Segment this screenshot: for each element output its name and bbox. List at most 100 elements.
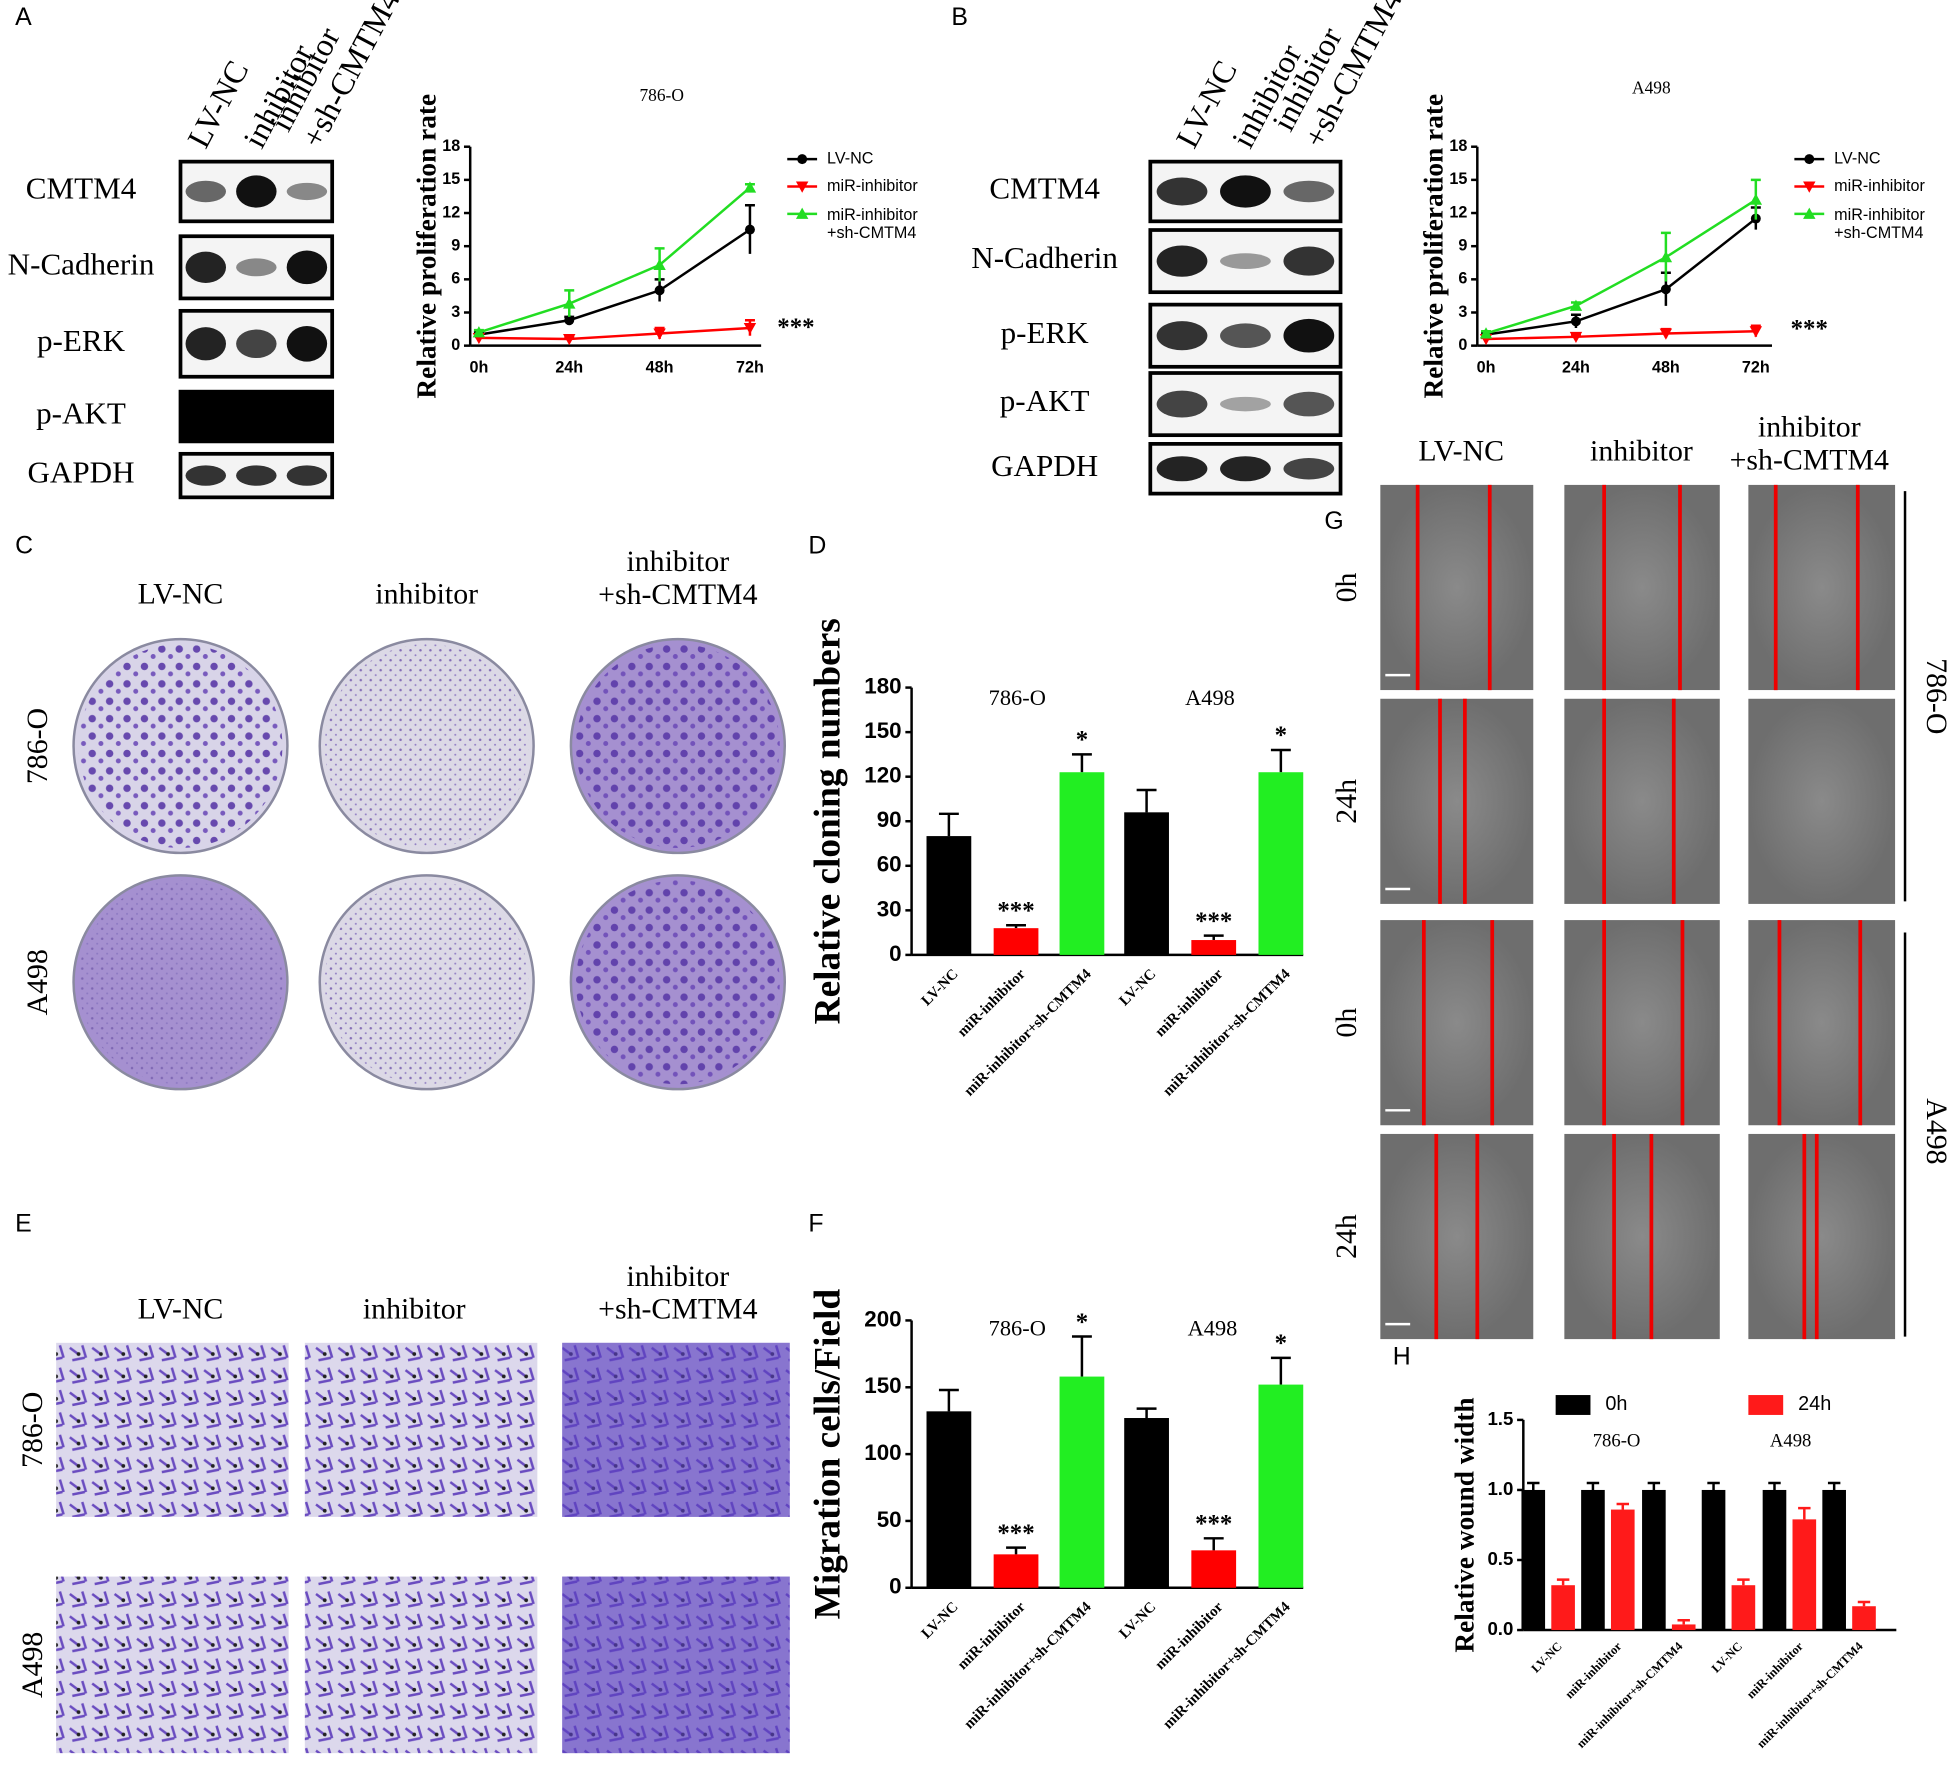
error-bar (1136, 1407, 1157, 1419)
blot-band (1156, 177, 1208, 206)
colonies (78, 644, 283, 848)
legend-label: miR-inhibitor +sh-CMTM4 (1834, 206, 1925, 242)
y-tick-label: 3 (451, 303, 460, 321)
panel-label: G (1324, 507, 1343, 535)
column-label: LV-NC (138, 1293, 224, 1326)
y-axis-label: Relative wound width (1450, 1397, 1480, 1652)
panel-label: B (951, 3, 968, 31)
x-tick-label: miR-inhibitor+sh-CMTM4 (1574, 1639, 1686, 1751)
bar (1852, 1606, 1876, 1631)
error-bar (1527, 1481, 1540, 1490)
point (1479, 327, 1493, 339)
bar (1762, 1489, 1787, 1631)
error-bar (1798, 1506, 1811, 1520)
x-tick-label: miR-inhibitor+sh-CMTM4 (1754, 1639, 1866, 1751)
error-bar (1071, 1335, 1092, 1377)
y-tick-label: 12 (1449, 203, 1467, 221)
wound-image (1380, 920, 1534, 1126)
bar (1792, 1519, 1817, 1631)
error-bar (938, 812, 959, 837)
bar (1581, 1489, 1605, 1631)
row-label: 786-O (21, 708, 54, 784)
group-label: 786-O (1593, 1431, 1641, 1452)
lane-label: inhibitor+sh-CMTM4 (263, 0, 407, 153)
bar (1642, 1489, 1666, 1631)
chart-title: 786-O (639, 85, 683, 105)
bar (993, 928, 1039, 955)
wound-image (1564, 1133, 1720, 1340)
wound-image (1380, 698, 1534, 904)
point (743, 181, 757, 193)
bar (1124, 1418, 1169, 1588)
column-label: inhibitor +sh-CMTM4 (1730, 411, 1889, 477)
series-line (478, 186, 751, 334)
colonies (575, 644, 780, 848)
point (743, 322, 757, 335)
y-tick-label: 0 (889, 1574, 901, 1599)
transwell-texture (562, 1342, 790, 1517)
x-tick-label: miR-inhibitor (955, 966, 1029, 1040)
blot-band (1156, 390, 1208, 418)
wound-image (1564, 698, 1720, 904)
legend-label: miR-inhibitor (827, 177, 918, 195)
bar (926, 836, 972, 955)
panel-label: C (15, 532, 33, 560)
x-tick-label: miR-inhibitor (1152, 966, 1226, 1040)
legend-label: LV-NC (1834, 149, 1881, 167)
column-label: inhibitor +sh-CMTM4 (598, 1260, 757, 1326)
blot-band (236, 258, 277, 277)
significance: *** (1195, 908, 1232, 935)
error-bar (1071, 753, 1092, 773)
point (797, 154, 808, 165)
legend-label: 0h (1605, 1393, 1627, 1415)
blot-band (185, 327, 227, 361)
error-bar (1616, 1502, 1630, 1510)
colonies (324, 880, 529, 1085)
wound-image (1748, 920, 1896, 1126)
series-line (1485, 330, 1756, 341)
protein-label: N-Cadherin (971, 240, 1118, 275)
blot-band (236, 329, 277, 359)
bar (1191, 1550, 1237, 1588)
x-tick-label: LV-NC (919, 966, 962, 1009)
point (1803, 207, 1816, 219)
x-tick-label: miR-inhibitor+sh-CMTM4 (961, 1599, 1095, 1733)
y-tick-label: 150 (864, 718, 901, 743)
y-tick-label: 9 (1458, 236, 1467, 254)
wound-image (1380, 1133, 1534, 1340)
point (1660, 284, 1671, 295)
error-bar (1677, 1618, 1690, 1625)
transwell-image (304, 1342, 538, 1517)
row-label: A498 (16, 1632, 49, 1698)
x-tick-label: miR-inhibitor (1152, 1599, 1226, 1673)
legend-label: miR-inhibitor +sh-CMTM4 (827, 206, 918, 242)
x-tick-label: 72h (1742, 358, 1770, 376)
x-tick-label: 0h (469, 358, 488, 376)
point (795, 207, 809, 219)
error-bar (1203, 1537, 1224, 1551)
point (653, 328, 666, 340)
blot-frame (178, 389, 335, 444)
y-tick-label: 90 (877, 807, 902, 832)
chart-title: A498 (1632, 78, 1671, 98)
error-bar (1006, 923, 1026, 929)
blot-band (1156, 456, 1208, 482)
blot-band (1156, 321, 1208, 351)
transwell-image (56, 1576, 289, 1754)
x-tick-label: 72h (736, 358, 764, 376)
colonies (575, 880, 780, 1085)
row-label: 0h (1330, 1008, 1363, 1038)
y-tick-label: 18 (442, 137, 460, 155)
blot-band (1283, 246, 1335, 276)
y-tick-label: 0 (451, 336, 460, 354)
point (1659, 328, 1673, 340)
blot-band (1220, 253, 1271, 269)
protein-label: p-AKT (36, 396, 126, 431)
significance: *** (1195, 1511, 1232, 1538)
panel-label: E (15, 1209, 32, 1237)
legend-swatch (1555, 1395, 1591, 1415)
transwell-texture (562, 1576, 790, 1754)
blot-band (286, 182, 328, 201)
bar (993, 1554, 1039, 1588)
